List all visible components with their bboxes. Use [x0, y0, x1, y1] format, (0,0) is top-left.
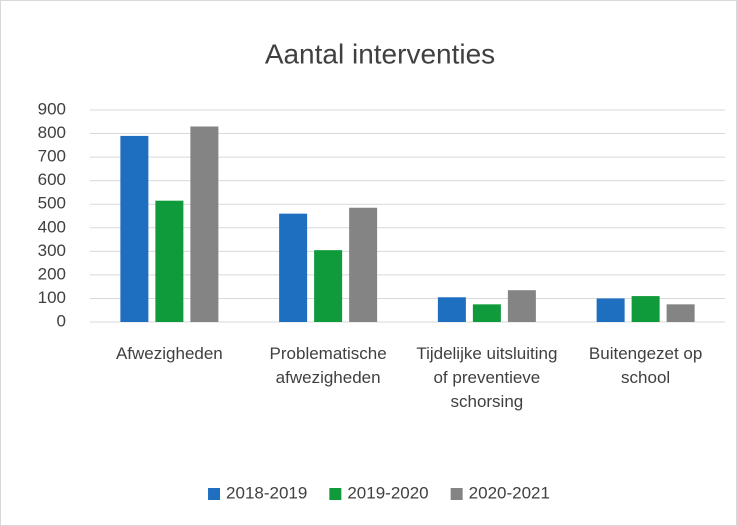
chart-title: Aantal interventies	[265, 38, 495, 69]
y-tick-label: 500	[38, 194, 66, 213]
y-tick-label: 200	[38, 264, 66, 283]
bar	[631, 296, 660, 322]
bar	[596, 298, 625, 322]
bar	[507, 290, 536, 322]
y-tick-label: 800	[38, 123, 66, 142]
bar	[437, 297, 466, 322]
bar	[155, 200, 184, 322]
bar	[472, 304, 501, 322]
legend-swatch	[450, 488, 463, 500]
bar	[349, 207, 378, 322]
bar	[666, 304, 695, 322]
y-tick-label: 700	[38, 147, 66, 166]
legend-swatch	[329, 488, 342, 500]
x-tick-label: Tijdelijke uitsluiting of preventieve sc…	[416, 344, 558, 411]
legend-label: 2019-2020	[347, 483, 428, 502]
bar	[279, 213, 308, 322]
y-tick-label: 900	[38, 99, 66, 118]
x-tick-label: Afwezigheden	[115, 344, 223, 363]
legend-label: 2018-2019	[226, 483, 307, 502]
y-tick-label: 0	[57, 311, 66, 330]
x-tick-label: Buitengezet op school	[588, 344, 703, 387]
bar	[190, 126, 219, 322]
y-tick-label: 400	[38, 217, 66, 236]
y-tick-label: 300	[38, 241, 66, 260]
bar	[120, 135, 149, 322]
legend-label: 2020-2021	[469, 483, 550, 502]
bar	[314, 250, 343, 322]
y-tick-label: 600	[38, 170, 66, 189]
x-tick-label: Problematische afwezigheden	[269, 344, 387, 387]
y-tick-label: 100	[38, 288, 66, 307]
legend-swatch	[208, 488, 221, 500]
